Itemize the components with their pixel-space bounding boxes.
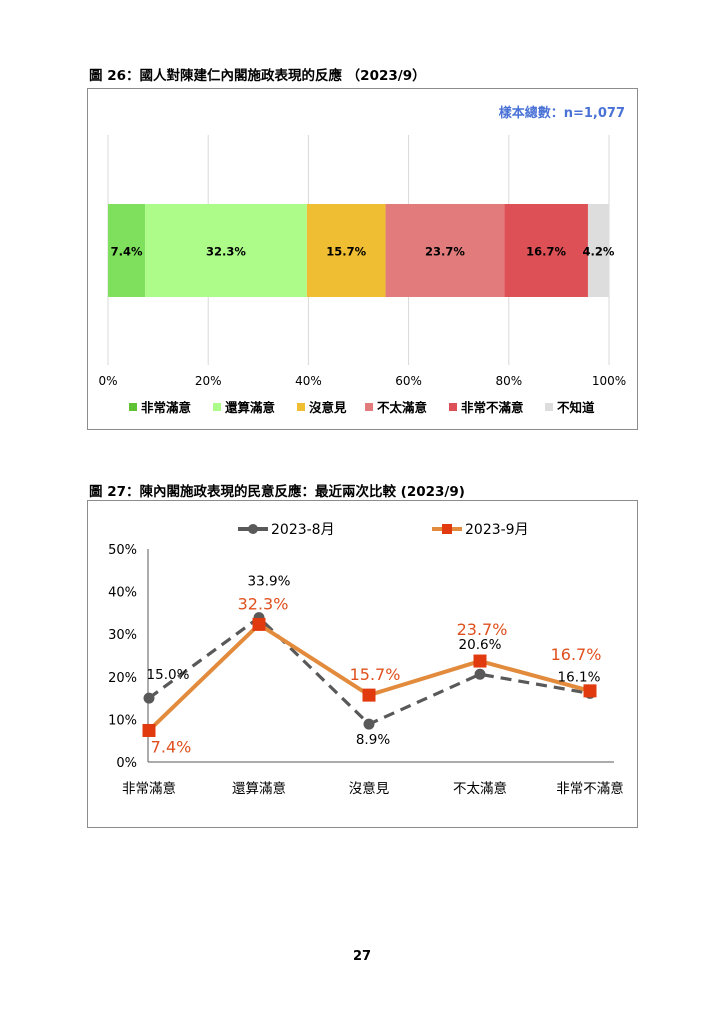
data-point-sep (142, 723, 156, 737)
x-tick-label: 80% (495, 374, 522, 388)
legend-label: 還算滿意 (225, 400, 275, 415)
legend-swatch (213, 403, 221, 411)
data-label-aug: 8.9% (356, 732, 390, 748)
sample-size-note: 樣本總數：n=1,077 (499, 105, 625, 121)
data-label-sep: 32.3% (238, 594, 289, 613)
data-label-sep: 16.7% (551, 645, 602, 664)
bar-segment (504, 204, 588, 297)
legend-marker-sep (442, 524, 452, 534)
data-point-aug (363, 718, 375, 730)
data-label-aug: 33.9% (248, 574, 291, 590)
data-label-sep: 23.7% (457, 620, 508, 639)
legend-swatch (297, 403, 305, 411)
legend-label: 不太滿意 (377, 400, 427, 415)
bar-value-label: 16.7% (526, 245, 566, 259)
x-tick-label: 20% (195, 374, 222, 388)
legend-label-sep: 2023-9月 (465, 522, 529, 538)
x-tick-label: 40% (295, 374, 322, 388)
legend-swatch (129, 403, 137, 411)
y-tick-label: 20% (108, 671, 137, 686)
legend-swatch (449, 403, 457, 411)
legend-label-aug: 2023-8月 (271, 522, 335, 538)
bar-value-label: 7.4% (111, 245, 143, 259)
bar-value-label: 15.7% (326, 245, 366, 259)
x-category-label: 還算滿意 (232, 780, 286, 797)
page-number: 27 (352, 949, 372, 964)
legend-label: 非常不滿意 (461, 400, 524, 415)
y-tick-label: 30% (108, 628, 137, 643)
legend-swatch (365, 403, 373, 411)
figure-27-chart-frame (87, 500, 638, 828)
figure-26-title: 圖 26：國人對陳建仁內閣施政表現的反應 （2023/9） (89, 68, 426, 84)
data-label-aug: 20.6% (459, 637, 502, 653)
bar-segment (108, 204, 146, 297)
bar-segment (587, 204, 609, 297)
figure-27-title: 圖 27：陳內閣施政表現的民意反應：最近兩次比較 (2023/9) (89, 484, 465, 500)
bar-value-label: 32.3% (206, 245, 246, 259)
y-tick-label: 0% (116, 756, 137, 771)
bar-value-label: 23.7% (425, 245, 465, 259)
legend-marker-aug (248, 524, 258, 534)
data-label-aug: 15.0% (147, 667, 190, 683)
data-point-sep (252, 617, 266, 631)
x-tick-label: 100% (592, 374, 626, 388)
data-point-sep (362, 688, 376, 702)
data-point-sep (583, 684, 597, 698)
data-label-aug: 16.1% (558, 669, 601, 685)
x-tick-label: 0% (98, 374, 117, 388)
bar-segment (385, 204, 505, 297)
legend-label: 不知道 (557, 400, 595, 415)
bar-segment (145, 204, 307, 297)
legend-label: 非常滿意 (141, 400, 191, 415)
data-point-aug (474, 668, 486, 680)
data-label-sep: 7.4% (151, 737, 192, 756)
bar-segment (306, 204, 386, 297)
data-point-sep (473, 654, 487, 668)
x-category-label: 不太滿意 (453, 780, 507, 797)
x-category-label: 非常滿意 (122, 780, 176, 797)
legend-label: 沒意見 (309, 400, 347, 415)
data-label-sep: 15.7% (350, 665, 401, 684)
y-tick-label: 10% (108, 713, 137, 728)
x-category-label: 沒意見 (349, 780, 390, 797)
legend-swatch (545, 403, 553, 411)
data-point-aug (143, 692, 155, 704)
bar-value-label: 4.2% (583, 245, 615, 259)
y-tick-label: 50% (108, 543, 137, 558)
x-category-label: 非常不滿意 (556, 780, 624, 797)
y-tick-label: 40% (108, 586, 137, 601)
x-tick-label: 60% (395, 374, 422, 388)
